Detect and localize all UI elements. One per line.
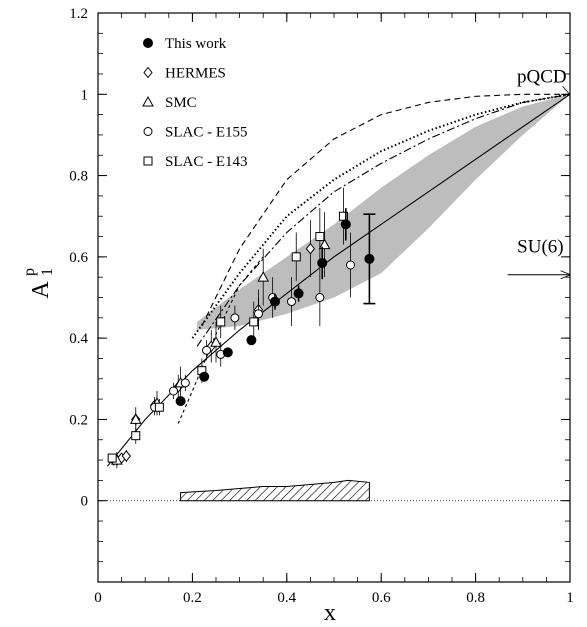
slac-e155-point (169, 386, 179, 396)
model-curve-dash-dot (196, 93, 571, 347)
slac-e155-point (202, 345, 212, 355)
this-work-point (317, 257, 328, 268)
legend-marker-slac-e143 (143, 156, 153, 166)
annotation-su6: SU(6) (517, 237, 563, 258)
annotation-pqcd: pQCD (517, 66, 567, 87)
y-axis-title-subscript: 1 (39, 268, 56, 276)
slac-e155-point (253, 309, 263, 319)
slac-e143-point (216, 317, 226, 327)
this-work-point (364, 253, 375, 264)
slac-e155-point (230, 313, 240, 323)
this-work-point (175, 396, 186, 407)
y-axis-title-main: A (28, 281, 54, 299)
this-work-point (270, 296, 280, 307)
this-work-point (246, 335, 257, 346)
hermes-point (305, 242, 316, 255)
y-axis-title: A p 1 (21, 268, 56, 299)
slac-e143-point (107, 453, 117, 463)
slac-e143-point (291, 252, 301, 262)
hermes-point (121, 450, 131, 462)
legend-layer: This work HERMES SMC SLAC - E155 SLAC - E143 (142, 36, 248, 170)
legend-label-this-work: This work (165, 36, 227, 52)
y-tick-label: 1.2 (69, 6, 88, 22)
legend-marker-this-work (143, 38, 153, 48)
model-curve-dashed (201, 93, 570, 327)
points-layer (107, 187, 376, 469)
legend-marker-hermes (143, 66, 153, 79)
slac-e155-point (315, 293, 325, 302)
y-tick-label: 0.2 (69, 412, 88, 428)
x-tick-label: 0 (94, 590, 102, 606)
slac-e143-point (154, 402, 164, 412)
y-tick-label: 1 (81, 87, 89, 103)
smc-point (210, 336, 222, 347)
y-axis-title-superscript: p (21, 268, 38, 276)
slac-e143-point (131, 431, 141, 441)
this-work-point (199, 371, 210, 382)
legend-label-hermes: HERMES (165, 66, 226, 82)
legend-label-slac-e143: SLAC - E143 (165, 154, 248, 170)
annot-layer: pQCD SU(6) (507, 66, 571, 280)
annotation-pqcd-pointer (562, 86, 570, 95)
slac-e143-point (249, 317, 259, 327)
model-band (197, 94, 570, 331)
y-tick-label: 0 (81, 494, 89, 510)
annotation-su6-arrow-head (560, 270, 571, 280)
y-tick-label: 0.4 (69, 331, 88, 347)
legend-label-slac-e155: SLAC - E155 (165, 125, 248, 141)
x-tick-label: 0.4 (277, 590, 296, 606)
this-work-point (340, 219, 351, 230)
legend-marker-smc (142, 95, 154, 107)
smc-point (257, 271, 270, 282)
this-work-point (222, 347, 233, 358)
smc-point (129, 413, 142, 424)
y-tick-label: 0.6 (69, 250, 88, 266)
x-tick-label: 1 (566, 590, 574, 606)
legend-label-smc: SMC (165, 95, 197, 111)
this-work-point (293, 288, 304, 299)
y-tick-label: 0.8 (69, 169, 88, 185)
legend-marker-slac-e155 (143, 127, 153, 136)
x-tick-label: 0.8 (466, 590, 485, 606)
x-tick-label: 0.6 (372, 590, 391, 606)
slac-e143-point (315, 232, 325, 242)
slac-e155-point (180, 378, 190, 388)
axes-layer: 0 0.2 0.4 0.6 0.8 1 0 0.2 0.4 0.6 0.8 1 1.2 (69, 6, 574, 606)
model-curve-dotted (191, 93, 571, 339)
systematic-error-band (180, 479, 370, 502)
smc-point (318, 238, 331, 250)
x-axis-title: x (324, 600, 336, 626)
slac-e155-point (287, 297, 297, 307)
slac-e155-point (346, 260, 356, 270)
x-tick-label: 0.2 (183, 590, 202, 606)
